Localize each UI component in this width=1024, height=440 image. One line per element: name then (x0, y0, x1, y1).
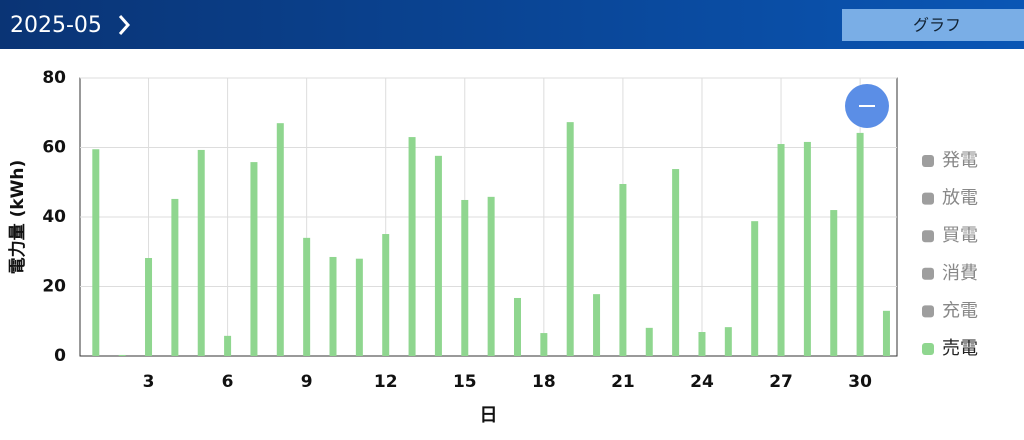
graph-button[interactable] (842, 9, 1024, 41)
bar (118, 354, 126, 356)
bar (566, 122, 574, 356)
bar (382, 234, 390, 356)
bar (724, 327, 732, 356)
next-arrow[interactable] (118, 15, 131, 35)
y-axis-label: 電力量 (kWh) (7, 160, 28, 275)
bar (197, 149, 205, 356)
bar (593, 294, 601, 356)
x-tick-label: 18 (532, 372, 556, 392)
x-tick-label: 9 (301, 372, 313, 392)
bar (856, 132, 864, 356)
y-tick-label: 40 (42, 207, 66, 227)
legend-marker (922, 155, 934, 167)
y-tick-label: 0 (54, 346, 66, 366)
bar (882, 310, 890, 356)
legend-label: 充電 (942, 300, 978, 321)
bar (803, 141, 811, 356)
bar (830, 210, 838, 356)
bar (224, 335, 232, 356)
y-tick-label: 20 (42, 277, 66, 297)
legend-label: 発電 (942, 150, 978, 171)
bar (434, 155, 442, 356)
y-tick-label: 80 (42, 68, 66, 88)
bar (250, 162, 258, 356)
bar (672, 169, 680, 356)
x-tick-label: 3 (143, 372, 155, 392)
graph-button-label[interactable]: グラフ (913, 16, 961, 35)
bar (408, 137, 416, 356)
legend-marker (922, 305, 934, 318)
legend-marker (922, 230, 934, 243)
x-tick-label: 30 (848, 372, 872, 392)
x-tick-label: 15 (453, 372, 477, 392)
x-axis-label: 日 (480, 405, 498, 426)
bar (619, 183, 627, 356)
bar (645, 327, 653, 356)
x-tick-label: 12 (374, 372, 398, 392)
x-tick-label: 6 (222, 372, 234, 392)
legend-label: 買電 (942, 225, 978, 246)
bar (487, 196, 495, 356)
bar (751, 221, 759, 356)
bar (276, 123, 284, 356)
legend-label: 売電 (942, 338, 978, 359)
x-tick-label: 27 (769, 372, 793, 392)
header-title: 2025-05 (10, 13, 102, 38)
bar (355, 258, 363, 356)
bar (698, 332, 706, 356)
bar (329, 256, 337, 356)
legend-label: 放電 (942, 188, 978, 209)
y-tick-label: 60 (42, 138, 66, 158)
legend-marker (922, 267, 934, 280)
legend-label: 消費 (942, 263, 978, 284)
bar (92, 149, 100, 356)
bar (513, 297, 521, 356)
legend-marker (922, 343, 934, 355)
bar (303, 237, 311, 356)
x-tick-label: 21 (611, 372, 635, 392)
bar (540, 333, 548, 356)
bar (171, 198, 179, 356)
bar (777, 144, 785, 356)
bar (145, 258, 153, 356)
chart: 0 20 40 60 80 3 6 9 12 15 18 21 24 27 30 電力量 (kWh) 日 発電放電… (7, 68, 978, 426)
legend-marker (922, 192, 934, 205)
bar (461, 199, 469, 356)
x-tick-label: 24 (690, 372, 714, 392)
